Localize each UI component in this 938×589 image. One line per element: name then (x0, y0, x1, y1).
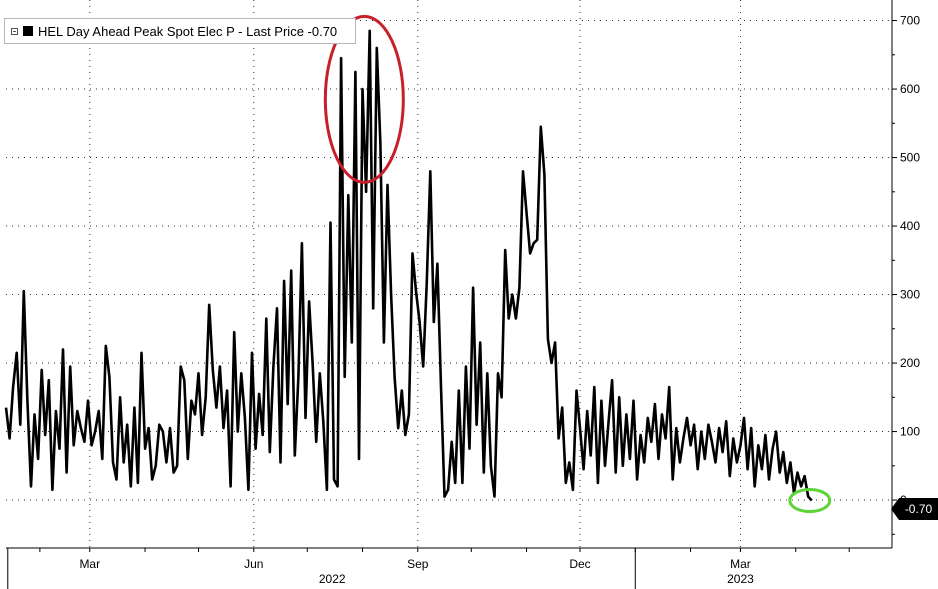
last-price-flag: -0.70 (891, 498, 938, 520)
y-tick-label: 400 (900, 219, 920, 233)
year-label: 2023 (727, 572, 754, 586)
legend-series-swatch (23, 26, 33, 36)
y-tick-label: 300 (900, 288, 920, 302)
y-tick-label: 200 (900, 356, 920, 370)
series-line (4, 29, 813, 502)
axes: 0100200300400500600700MarJunSepDecMar202… (6, 0, 920, 589)
last-price-highlight-ellipse (788, 488, 832, 514)
x-tick-label: Mar (730, 557, 751, 571)
legend-label: HEL Day Ahead Peak Spot Elec P - Last Pr… (38, 23, 338, 39)
x-tick-label: Dec (569, 557, 590, 571)
peak-highlight-ellipse (323, 14, 405, 184)
chart-legend[interactable]: HEL Day Ahead Peak Spot Elec P - Last Pr… (4, 18, 356, 44)
year-label: 2022 (319, 572, 346, 586)
y-tick-label: 600 (900, 82, 920, 96)
x-tick-label: Sep (407, 557, 429, 571)
x-tick-label: Mar (79, 557, 100, 571)
series-layer (4, 29, 813, 502)
y-tick-label: 700 (900, 14, 920, 28)
x-tick-label: Jun (244, 557, 263, 571)
y-tick-label: 500 (900, 151, 920, 165)
annotations (323, 14, 832, 514)
y-tick-label: 100 (900, 425, 920, 439)
legend-collapse-icon[interactable] (11, 27, 18, 35)
